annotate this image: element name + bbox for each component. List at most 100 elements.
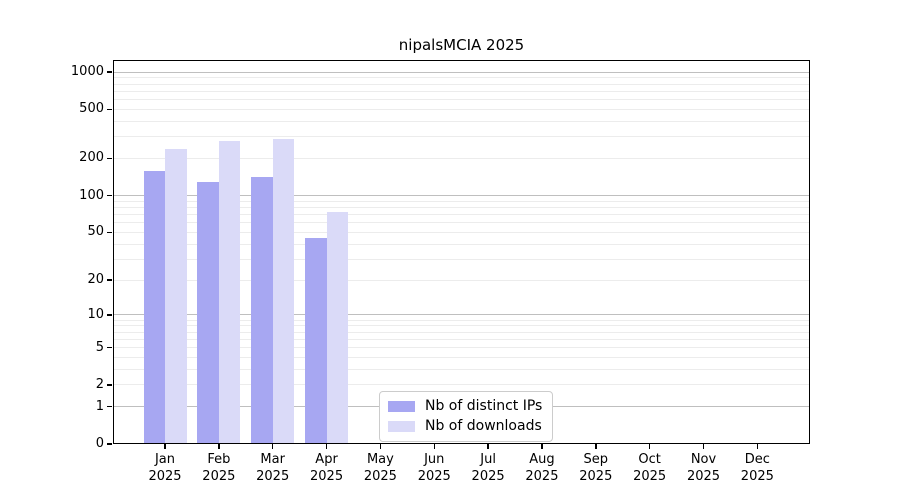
minor-gridline-8	[113, 325, 810, 327]
year-label: 2025	[148, 469, 182, 484]
month-label: Oct	[638, 452, 661, 467]
minor-gridline-400	[113, 120, 810, 122]
month-label: May	[366, 452, 394, 467]
bar-jan-distinct-ips	[143, 171, 165, 444]
x-tick-label-feb: Feb 2025	[187, 451, 251, 485]
year-label: 2025	[525, 469, 559, 484]
y-tick-label-50: 50	[87, 224, 104, 240]
y-tick-label-1000: 1000	[70, 64, 104, 79]
major-gridline-1000	[113, 71, 810, 73]
x-tick-label-aug: Aug 2025	[510, 451, 574, 485]
bar-apr-distinct-ips	[305, 237, 327, 444]
y-tick-20	[107, 279, 112, 281]
minor-gridline-500	[113, 108, 810, 110]
x-tick-label-mar: Mar 2025	[241, 451, 305, 485]
minor-gridline-700	[113, 90, 810, 92]
x-tick-may	[379, 444, 382, 449]
y-tick-label-10: 10	[87, 306, 104, 322]
y-tick-label-500: 500	[79, 101, 104, 117]
month-label: Feb	[207, 452, 231, 467]
year-label: 2025	[310, 469, 344, 484]
legend-swatch-distinct-ips	[388, 400, 415, 412]
minor-gridline-600	[113, 98, 810, 100]
month-label: Aug	[529, 452, 555, 467]
bar-feb-downloads	[218, 140, 241, 444]
year-label: 2025	[256, 469, 290, 484]
chart-title: nipalsMCIA 2025	[398, 36, 525, 54]
plot-area	[113, 60, 810, 444]
year-label: 2025	[202, 469, 236, 484]
x-tick-apr	[325, 444, 328, 449]
month-label: Jun	[424, 452, 445, 467]
year-label: 2025	[471, 469, 505, 484]
year-label: 2025	[363, 469, 397, 484]
legend-item-distinct-ips: Nb of distinct IPs	[388, 398, 542, 414]
minor-gridline-20	[113, 279, 810, 281]
legend: Nb of distinct IPs Nb of downloads	[379, 391, 554, 442]
x-tick-mar	[271, 444, 274, 449]
month-label: Nov	[690, 452, 717, 467]
minor-gridline-30	[113, 258, 810, 260]
y-tick-label-0: 0	[95, 436, 104, 451]
year-label: 2025	[417, 469, 451, 484]
y-tick-label-200: 200	[79, 150, 104, 166]
month-label: Apr	[315, 452, 338, 467]
minor-gridline-3	[113, 368, 810, 370]
year-label: 2025	[579, 469, 613, 484]
y-tick-label-100: 100	[79, 187, 104, 203]
major-gridline-100	[113, 195, 810, 196]
month-label: Jan	[154, 452, 176, 467]
legend-swatch-downloads	[388, 420, 415, 432]
y-tick-50	[107, 231, 112, 234]
x-tick-label-oct: Oct 2025	[618, 451, 682, 485]
x-tick-oct	[648, 444, 651, 449]
y-tick-label-2: 2	[95, 376, 104, 392]
minor-gridline-40	[113, 243, 810, 245]
y-tick-label-5: 5	[95, 339, 104, 355]
y-tick-100	[107, 194, 112, 197]
bar-feb-distinct-ips	[197, 181, 219, 444]
minor-gridline-50	[113, 231, 810, 233]
x-tick-label-jan: Jan 2025	[133, 451, 197, 485]
major-gridline-10	[113, 314, 810, 316]
legend-item-downloads: Nb of downloads	[388, 418, 542, 434]
x-tick-label-jun: Jun 2025	[402, 451, 466, 485]
minor-gridline-9	[113, 319, 810, 321]
year-label: 2025	[686, 469, 721, 484]
month-label: Mar	[260, 452, 285, 467]
month-label: Sep	[583, 452, 609, 467]
bar-mar-downloads	[272, 139, 295, 444]
x-tick-aug	[541, 444, 543, 449]
y-tick-label-20: 20	[87, 272, 104, 288]
y-tick-2	[107, 384, 112, 386]
legend-label-downloads: Nb of downloads	[425, 418, 542, 434]
y-tick-label-1: 1	[95, 398, 104, 414]
x-tick-label-may: May 2025	[348, 451, 412, 485]
minor-gridline-80	[113, 206, 810, 208]
minor-gridline-90	[113, 200, 810, 202]
y-tick-500	[107, 108, 112, 111]
minor-gridline-70	[113, 213, 810, 215]
y-tick-10	[107, 314, 112, 316]
month-label: Dec	[744, 452, 770, 467]
bar-apr-downloads	[326, 212, 349, 444]
bar-mar-distinct-ips	[251, 176, 273, 444]
y-tick-0	[107, 443, 112, 445]
x-tick-dec	[756, 444, 759, 449]
minor-gridline-60	[113, 222, 810, 224]
x-tick-label-nov: Nov 2025	[672, 451, 736, 485]
y-tick-1	[107, 405, 112, 408]
year-label: 2025	[633, 469, 667, 484]
minor-gridline-6	[113, 338, 810, 340]
x-tick-feb	[218, 444, 220, 449]
y-tick-200	[107, 157, 112, 160]
y-tick-5	[107, 346, 112, 349]
x-tick-label-dec: Dec 2025	[725, 451, 789, 485]
legend-label-distinct-ips: Nb of distinct IPs	[425, 398, 543, 414]
y-tick-1000	[107, 71, 112, 73]
x-tick-jul	[487, 444, 489, 449]
minor-gridline-2	[113, 384, 810, 386]
minor-gridline-800	[113, 83, 810, 85]
x-tick-jan	[164, 444, 166, 449]
